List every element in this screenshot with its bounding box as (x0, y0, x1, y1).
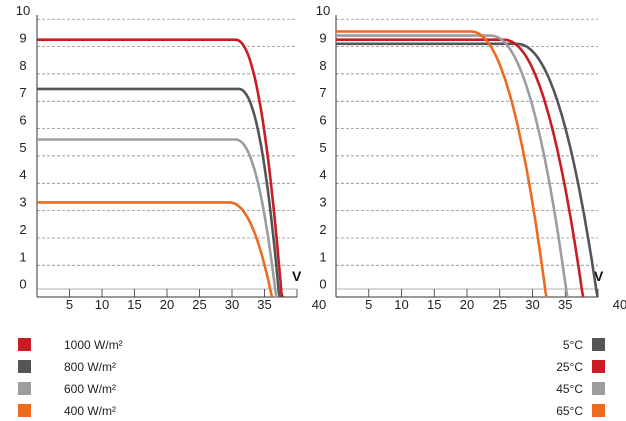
legend-label: 400 W/m² (64, 404, 117, 418)
x-unit-label: V (594, 268, 604, 284)
y-tick-label: 2 (319, 222, 326, 237)
y-tick-label: 1 (19, 249, 26, 264)
x-tick-label: 25 (493, 297, 507, 312)
legend-label: 800 W/m² (64, 360, 117, 374)
temperature-panel: 0 1 2 3 4 5 6 7 8 9 10 5 10 15 20 25 30 35 40 V (316, 3, 626, 312)
x-tick-label: 20 (460, 297, 474, 312)
y-tick-label: 6 (319, 113, 326, 128)
legend-item: 600 W/m² (18, 382, 218, 396)
y-tick-label: 4 (19, 167, 26, 182)
y-tick-label: 3 (319, 195, 326, 210)
x-tick-label: 35 (558, 297, 572, 312)
legend-swatch (592, 360, 605, 373)
x-tick-label: 40 (613, 297, 626, 312)
irradiance-legend: 1000 W/m² 800 W/m² 600 W/m² 400 W/m² (18, 338, 218, 418)
y-tick-label: 7 (19, 85, 26, 100)
y-tick-label: 8 (19, 58, 26, 73)
x-tick-label: 5 (66, 297, 73, 312)
y-tick-label: 10 (16, 3, 30, 18)
series-line-4 (336, 30, 548, 298)
iv-curves-chart: 0 1 2 3 4 5 6 7 8 9 10 5 10 15 20 25 30 35 40 V 0 1 2 3 4 5 6 7 8 9 1… (16, 3, 626, 312)
temperature-legend: 5°C 25°C 45°C 65°C (420, 338, 620, 418)
legend-label: 5°C (562, 338, 583, 352)
legend-item: 800 W/m² (18, 360, 218, 374)
x-tick-label: 35 (257, 297, 271, 312)
x-tick-label: 10 (95, 297, 109, 312)
legend-swatch (592, 338, 605, 351)
x-unit-label: V (292, 268, 302, 284)
y-tick-label: 4 (319, 167, 326, 182)
y-tick-label: 7 (319, 85, 326, 100)
series-line-1 (336, 42, 599, 298)
legend-item: 5°C (420, 338, 620, 352)
y-tick-label: 9 (19, 31, 26, 46)
legend-label: 1000 W/m² (64, 338, 123, 352)
legend-swatch (18, 360, 31, 373)
legend-item: 65°C (420, 404, 620, 418)
legend-label: 45°C (556, 382, 583, 396)
series-line-1 (37, 38, 284, 298)
y-tick-label: 8 (319, 58, 326, 73)
y-tick-label: 5 (319, 140, 326, 155)
series-line-3 (336, 34, 569, 298)
legend-item: 1000 W/m² (18, 338, 218, 352)
legend-item: 400 W/m² (18, 404, 218, 418)
y-tick-label: 1 (319, 249, 326, 264)
series-line-3 (37, 138, 278, 298)
y-tick-label: 0 (19, 277, 26, 292)
series-line-4 (37, 201, 274, 298)
x-tick-label: 30 (225, 297, 239, 312)
x-tick-label: 20 (160, 297, 174, 312)
legend-swatch (592, 404, 605, 417)
y-tick-label: 10 (316, 3, 330, 18)
y-tick-label: 5 (19, 140, 26, 155)
y-tick-label: 0 (319, 277, 326, 292)
x-tick-label: 40 (312, 297, 326, 312)
series-line-2 (37, 87, 282, 298)
x-tick-label: 10 (394, 297, 408, 312)
y-tick-label: 3 (19, 195, 26, 210)
legend-swatch (18, 382, 31, 395)
y-tick-label: 6 (19, 113, 26, 128)
series-line-2 (336, 38, 585, 298)
legend-item: 45°C (420, 382, 620, 396)
x-tick-label: 25 (192, 297, 206, 312)
legend-swatch (18, 338, 31, 351)
legend-swatch (18, 404, 31, 417)
legend-swatch (592, 382, 605, 395)
x-tick-label: 30 (525, 297, 539, 312)
legend-label: 25°C (556, 360, 583, 374)
x-tick-label: 15 (427, 297, 441, 312)
legend-item: 25°C (420, 360, 620, 374)
y-tick-label: 9 (319, 31, 326, 46)
legend-label: 600 W/m² (64, 382, 117, 396)
y-tick-label: 2 (19, 222, 26, 237)
legend-label: 65°C (556, 404, 583, 418)
x-tick-label: 15 (127, 297, 141, 312)
x-tick-label: 5 (365, 297, 372, 312)
